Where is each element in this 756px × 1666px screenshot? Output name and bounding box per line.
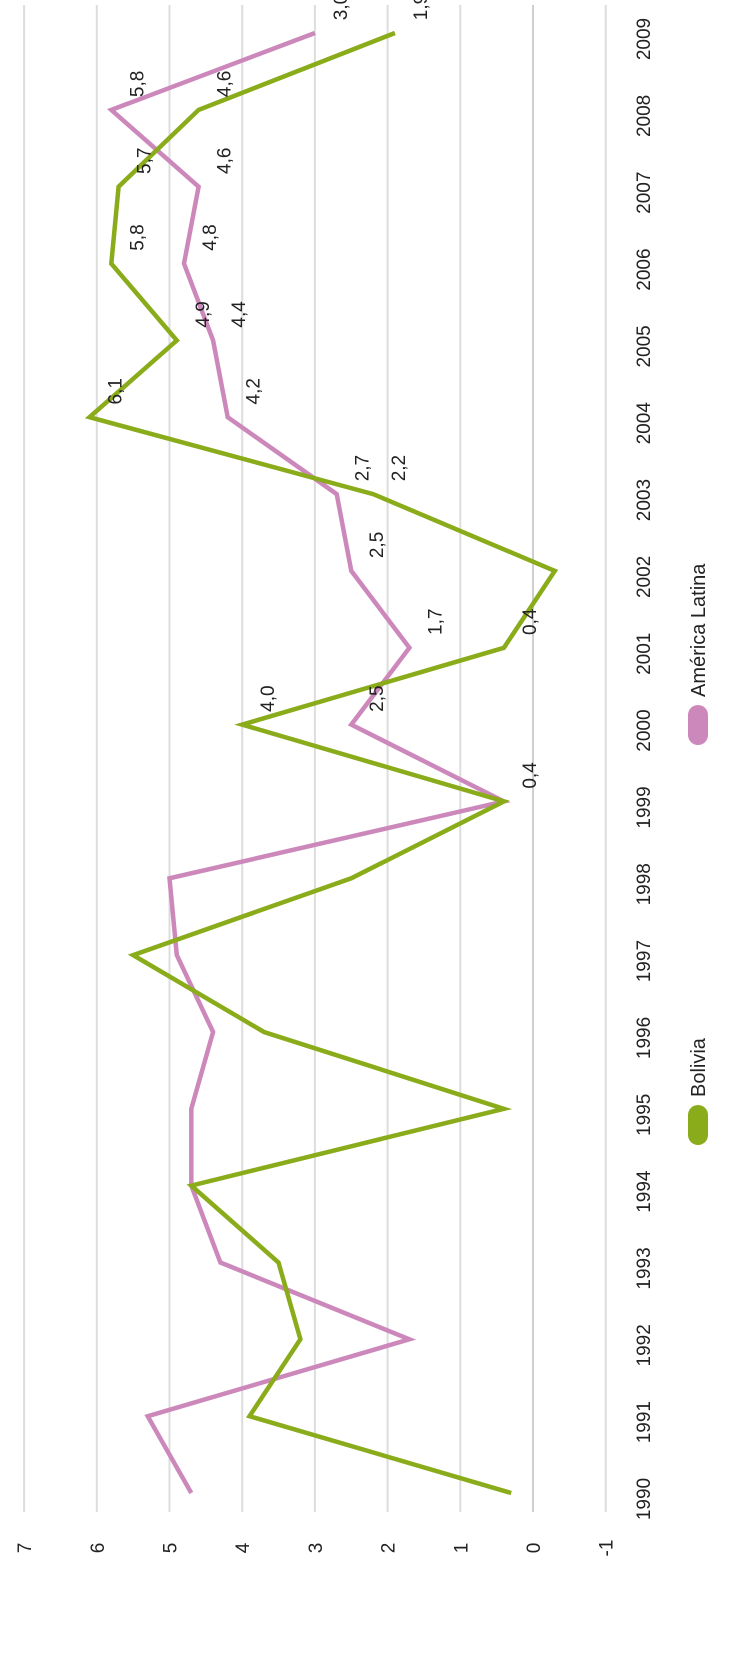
legend-item-america-latina: América Latina (688, 563, 710, 745)
category-tick-label: 2001 (634, 633, 655, 675)
data-label: 4,6 (215, 71, 236, 97)
category-tick-label: 1990 (634, 1478, 655, 1520)
data-label: 2,5 (367, 685, 388, 711)
data-label: 0,4 (520, 608, 541, 635)
legend-label: Bolivia (688, 1037, 710, 1097)
category-tick-label: 2009 (634, 18, 655, 60)
category-tick-label: 2000 (634, 709, 655, 751)
category-tick-label: 1997 (634, 940, 655, 982)
legend-label: América Latina (688, 563, 710, 697)
category-tick-label: 2007 (634, 172, 655, 214)
category-tick-label: 2002 (634, 556, 655, 598)
value-tick-label: 3 (306, 1543, 327, 1554)
value-tick-label: 1 (451, 1543, 472, 1554)
data-label: 0,4 (520, 762, 541, 789)
data-label: 6,1 (106, 378, 127, 404)
value-tick-label: -1 (597, 1540, 618, 1557)
value-tick-label: 7 (15, 1543, 36, 1554)
data-label: 2,7 (353, 455, 374, 481)
data-label: 2,2 (389, 455, 410, 481)
category-tick-label: 2006 (634, 248, 655, 290)
data-label: 4,8 (200, 224, 221, 250)
data-label: 3,0 (331, 0, 352, 20)
data-labels: 0,4 4,0 0,4 2,2 6,1 4,9 5,8 5,7 4,6 1,9 2,5 1,7 2,5 2… (106, 0, 541, 789)
data-label: 1,7 (425, 609, 446, 635)
category-tick-label: 1992 (634, 1324, 655, 1366)
gridlines (23, 5, 607, 1512)
series-lines (84, 30, 559, 1496)
data-label: 4,2 (244, 378, 265, 404)
category-tick-label: 1996 (634, 1017, 655, 1059)
category-axis-ticks: 1990 1991 1992 1993 1994 1995 1996 1997 1998 1999… (634, 18, 655, 1520)
data-label: 5,8 (127, 71, 148, 97)
legend-item-bolivia: Bolivia (688, 1037, 710, 1145)
data-label: 1,9 (411, 0, 432, 20)
data-label: 4,4 (229, 301, 250, 328)
data-label: 5,7 (135, 148, 156, 174)
category-tick-label: 1993 (634, 1247, 655, 1289)
data-label: 4,0 (258, 685, 279, 711)
data-label: 2,5 (367, 532, 388, 558)
series-line-bolivia (84, 30, 559, 1496)
category-tick-label: 1991 (634, 1401, 655, 1443)
value-tick-label: 0 (524, 1543, 545, 1554)
category-tick-label: 2004 (634, 402, 655, 445)
data-label: 4,6 (215, 148, 236, 174)
legend-swatch (688, 1105, 708, 1145)
category-tick-label: 1999 (634, 786, 655, 828)
legend-swatch (688, 705, 708, 745)
category-tick-label: 2005 (634, 325, 655, 367)
category-tick-label: 2003 (634, 479, 655, 521)
value-axis-ticks: -1 0 1 2 3 4 5 6 7 (15, 1540, 618, 1557)
category-tick-label: 1995 (634, 1094, 655, 1136)
value-tick-label: 5 (161, 1543, 182, 1554)
data-label: 5,8 (127, 224, 148, 250)
category-tick-label: 2008 (634, 95, 655, 137)
category-tick-label: 1998 (634, 863, 655, 905)
value-tick-label: 2 (379, 1543, 400, 1554)
value-tick-label: 4 (233, 1542, 254, 1553)
series-line-america-latina (107, 30, 511, 1495)
data-label: 4,9 (193, 301, 214, 327)
value-tick-label: 6 (88, 1543, 109, 1554)
legend: Bolivia América Latina (688, 563, 710, 1145)
category-tick-label: 1994 (634, 1170, 655, 1213)
